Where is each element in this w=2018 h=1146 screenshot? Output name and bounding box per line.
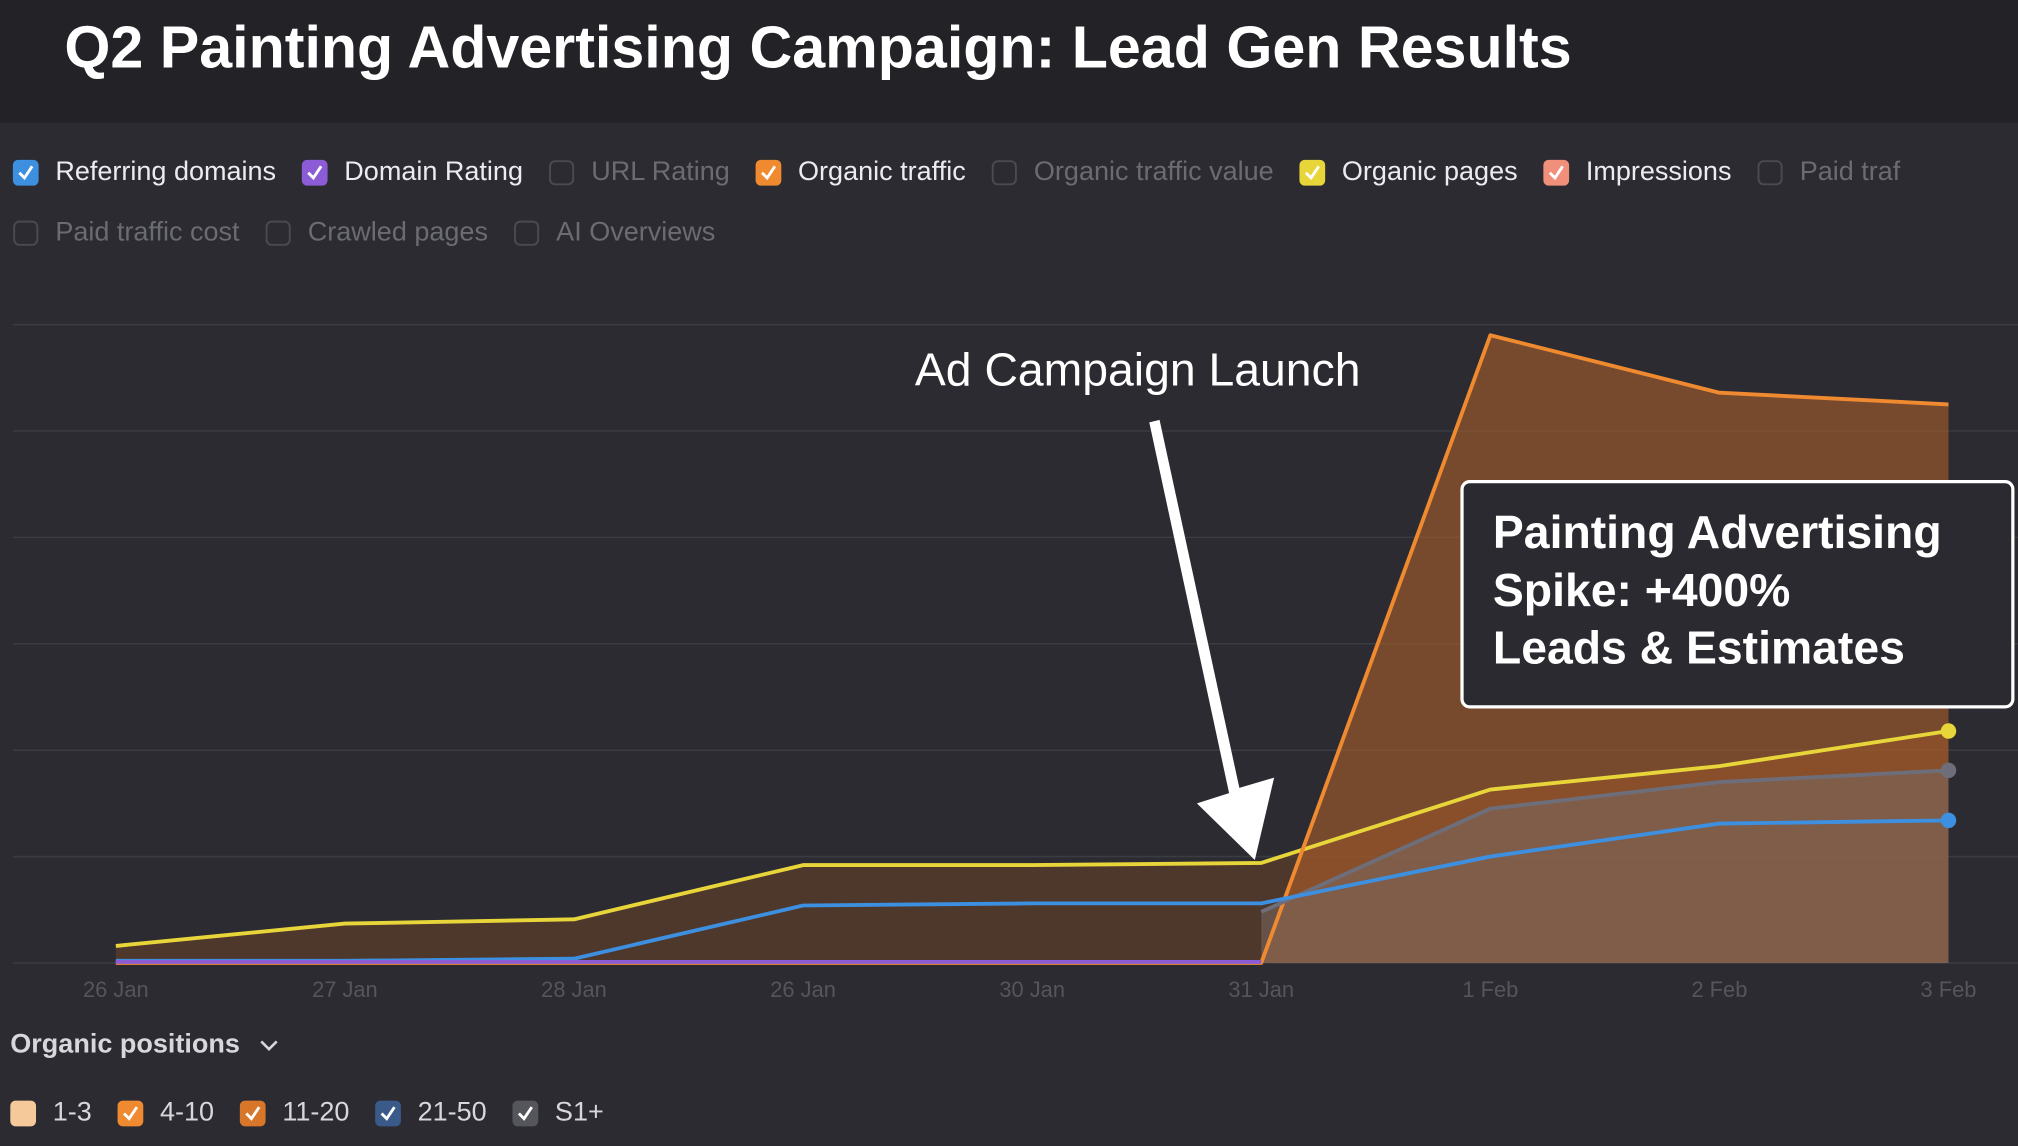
x-tick-label: 30 Jan [999, 977, 1065, 1002]
callout-line: Painting Advertising [1493, 506, 1942, 558]
checkmark [18, 165, 34, 181]
checkbox[interactable] [755, 159, 782, 186]
checkbox[interactable] [1543, 159, 1570, 186]
metric-legend: Referring domains Domain Rating URL Rating… [12, 156, 1901, 246]
checkbox[interactable] [549, 160, 575, 186]
metric-label[interactable]: Organic traffic value [1034, 156, 1274, 186]
checkbox[interactable] [265, 220, 291, 246]
x-tick-label: 2 Feb [1691, 977, 1747, 1002]
annotation-arrow [1149, 419, 1275, 860]
metric-label[interactable]: URL Rating [591, 156, 730, 186]
position-label[interactable]: 21-50 [418, 1097, 487, 1127]
callout-box [1460, 480, 2015, 709]
position-label[interactable]: 4-10 [160, 1097, 214, 1127]
metric-label[interactable]: Paid traf [1800, 156, 1901, 186]
metric-label[interactable]: Organic traffic [798, 156, 966, 186]
positions-legend: 1-3 4-10 11-20 21-50 S1+ [10, 1097, 604, 1127]
checkbox[interactable] [12, 159, 39, 186]
metric-label[interactable]: Crawled pages [308, 216, 488, 246]
series-line [115, 729, 1949, 948]
metric-label[interactable]: Paid traffic cost [55, 216, 240, 246]
end-marker [1940, 812, 1957, 829]
x-tick-label: 3 Feb [1921, 977, 1977, 1002]
chevron[interactable] [260, 1040, 278, 1052]
end-marker [1940, 762, 1957, 779]
metric-label[interactable]: Organic pages [1342, 156, 1518, 186]
checkmark [307, 165, 323, 181]
series-line [1260, 768, 1949, 914]
title-band [0, 0, 2018, 123]
checkbox[interactable] [239, 1100, 266, 1127]
x-tick-label: 1 Feb [1462, 977, 1518, 1002]
x-tick-label: 26 Jan [83, 977, 149, 1002]
x-tick-label: 31 Jan [1228, 977, 1294, 1002]
checkmark [1548, 165, 1564, 181]
checkbox[interactable] [117, 1100, 144, 1127]
annotation: Ad Campaign Launch [915, 344, 1361, 396]
position-label[interactable]: 1-3 [53, 1097, 92, 1127]
checkbox[interactable] [301, 159, 328, 186]
x-tick-label: 26 Jan [770, 977, 836, 1002]
checkbox[interactable] [10, 1100, 37, 1127]
checkbox[interactable] [375, 1100, 401, 1127]
checkmark [761, 165, 777, 181]
metric-label[interactable]: Impressions [1586, 156, 1732, 186]
position-label[interactable]: 11-20 [282, 1097, 349, 1127]
position-label[interactable]: S1+ [555, 1097, 604, 1127]
checkbox[interactable] [514, 220, 540, 246]
checkmark [122, 1106, 139, 1121]
title: Q2 Painting Advertising Campaign: Lead G… [64, 13, 1571, 80]
checkmark [380, 1106, 396, 1121]
checkmark [517, 1106, 533, 1121]
checkmark [1304, 165, 1320, 181]
callout-line: Spike: +400% [1493, 564, 1790, 616]
checkbox[interactable] [1299, 159, 1326, 186]
checkbox[interactable] [991, 160, 1017, 186]
area [1261, 770, 1949, 963]
checkbox[interactable] [13, 220, 39, 246]
checkbox[interactable] [1757, 160, 1783, 186]
metric-label[interactable]: AI Overviews [556, 216, 715, 246]
checkbox[interactable] [512, 1100, 539, 1127]
end-marker [1940, 723, 1957, 739]
metric-label[interactable]: Referring domains [55, 156, 276, 186]
x-tick-label: 27 Jan [312, 977, 378, 1002]
checkmark [245, 1106, 261, 1121]
callout-line: Leads & Estimates [1493, 622, 1905, 674]
metric-label[interactable]: Domain Rating [344, 156, 523, 186]
positions-toggle[interactable]: Organic positions [10, 1028, 240, 1058]
x-tick-label: 28 Jan [541, 977, 607, 1002]
